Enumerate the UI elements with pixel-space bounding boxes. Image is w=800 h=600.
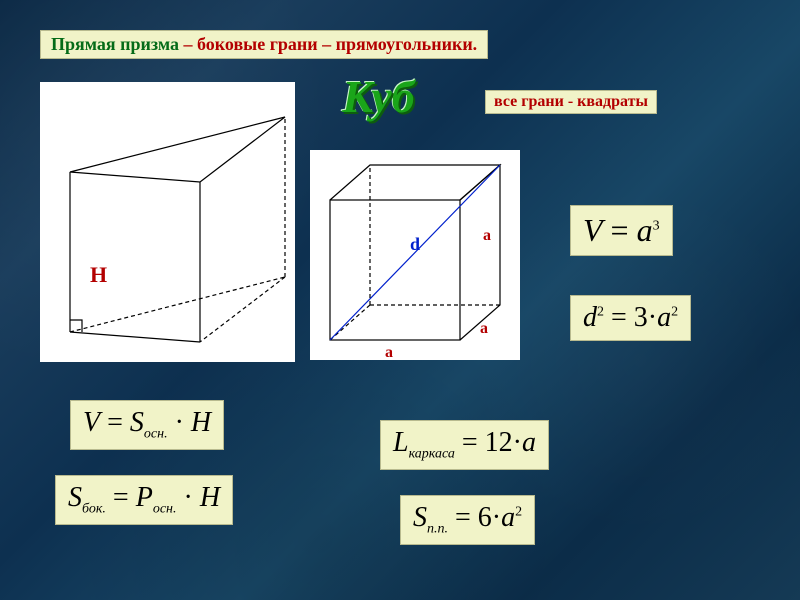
formula-cube-frame: Lкаркаса = 12·a	[380, 420, 549, 470]
sub-bok: бок.	[82, 502, 106, 517]
exp3: 3	[653, 218, 660, 233]
cube-heading: Куб	[342, 70, 415, 123]
sym-eqL: = 12·	[455, 427, 522, 458]
sub-osn: осн.	[144, 427, 168, 442]
sym-eq2: =	[106, 482, 136, 513]
prism-svg: H	[40, 82, 295, 362]
sym-aS: a	[501, 502, 515, 533]
sym-ac: a	[637, 212, 653, 248]
cube-a-label-bottom-right: a	[480, 320, 488, 337]
sub-pp: п.п.	[427, 522, 448, 537]
formula-cube-diagonal: d2 = 3·a2	[570, 295, 691, 341]
exp-d2: 2	[597, 305, 604, 320]
sub-osn2: осн.	[153, 502, 177, 517]
formula-cube-volume: V = a3	[570, 205, 673, 256]
exp-a2: 2	[671, 305, 678, 320]
cube-figure: d a a a	[310, 150, 520, 360]
sym-eq: =	[100, 407, 130, 438]
sym-L: L	[393, 427, 409, 458]
sub-karkas: каркаса	[409, 447, 455, 462]
sym-dot: ·	[168, 407, 191, 438]
sym-eqS: = 6·	[448, 502, 501, 533]
cube-a-label-bottom: a	[385, 344, 393, 360]
prism-figure: H	[40, 82, 295, 362]
title-green-part: Прямая призма	[51, 34, 179, 54]
sym-eqd: = 3·	[604, 302, 657, 333]
sym-P: P	[136, 482, 153, 513]
sym-S: S	[130, 407, 144, 438]
sym-Vc: V	[583, 212, 603, 248]
slide-title: Прямая призма – боковые грани – прямоуго…	[40, 30, 488, 59]
sym-eqc: =	[603, 212, 637, 248]
cube-a-label-right: a	[483, 227, 491, 244]
sym-Spp: S	[413, 502, 427, 533]
sym-H2: H	[200, 482, 220, 513]
formula-prism-side: Sбок. = Pосн. · H	[55, 475, 233, 525]
formula-prism-volume: V = Sосн. · H	[70, 400, 224, 450]
sym-d: d	[583, 302, 597, 333]
sym-dot2: ·	[176, 482, 199, 513]
cube-d-label: d	[410, 234, 420, 254]
prism-H-label: H	[90, 262, 107, 287]
formula-cube-surface: Sп.п. = 6·a2	[400, 495, 535, 545]
sym-H: H	[191, 407, 211, 438]
exp-aS2: 2	[515, 505, 522, 520]
sym-aL: a	[522, 427, 536, 458]
sym-S2: S	[68, 482, 82, 513]
sym-V: V	[83, 407, 100, 438]
title-red-part: – боковые грани – прямоугольники.	[179, 34, 477, 54]
sym-ad: a	[657, 302, 671, 333]
cube-svg: d a a a	[310, 150, 520, 360]
cube-faces-badge: все грани - квадраты	[485, 90, 657, 114]
